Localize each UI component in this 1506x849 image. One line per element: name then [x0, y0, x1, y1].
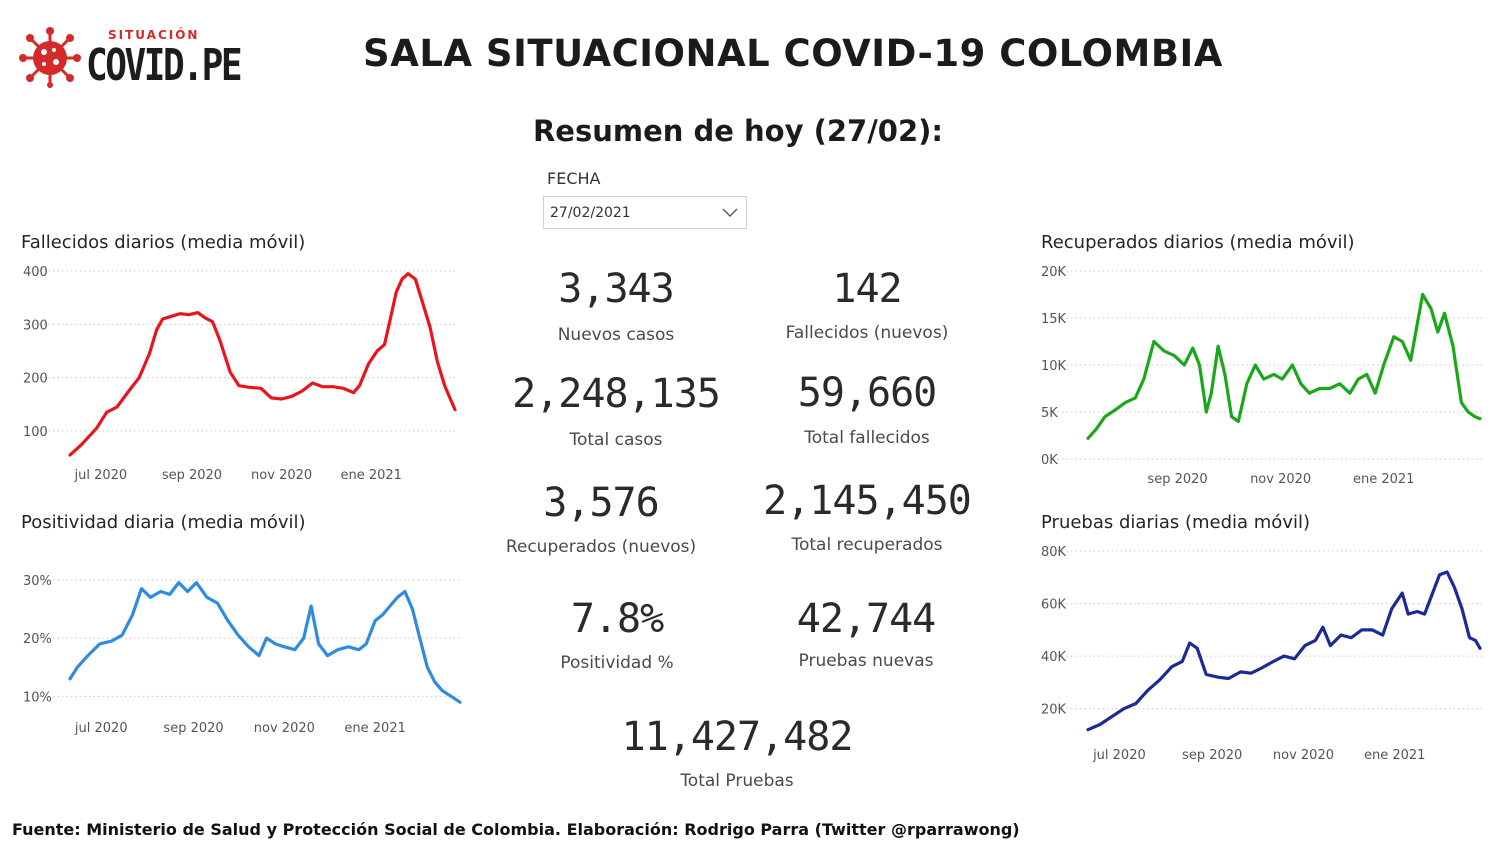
y-tick-label: 300 — [23, 318, 48, 333]
y-tick-label: 30% — [23, 574, 52, 589]
y-tick-label: 15K — [1041, 312, 1067, 327]
kpi-total-fallecidos-label: Total fallecidos — [804, 428, 930, 448]
x-tick-label: nov 2020 — [1273, 748, 1334, 763]
kpi-total-pruebas-value: 11,427,482 — [621, 714, 854, 760]
footer-source: Fuente: Ministerio de Salud y Protección… — [12, 820, 1020, 839]
x-tick-label: nov 2020 — [254, 721, 315, 736]
kpi-fallecidos-nuevos-label: Fallecidos (nuevos) — [785, 323, 949, 343]
logo-small-text: SITUACIÓN — [108, 28, 200, 42]
date-filter-value: 27/02/2021 — [550, 205, 631, 221]
kpi-pruebas-nuevas-value: 42,744 — [796, 596, 937, 642]
chart-title-recuperados: Recuperados diarios (media móvil) — [1041, 232, 1355, 253]
y-tick-label: 5K — [1041, 406, 1058, 421]
x-tick-label: ene 2021 — [1353, 472, 1414, 487]
x-tick-label: ene 2021 — [341, 468, 402, 483]
x-tick-label: jul 2020 — [74, 468, 128, 483]
y-tick-label: 10K — [1041, 359, 1067, 374]
x-tick-label: sep 2020 — [162, 468, 222, 483]
kpi-total-casos-label: Total casos — [569, 430, 663, 450]
x-tick-label: nov 2020 — [1250, 472, 1311, 487]
x-tick-label: jul 2020 — [1092, 748, 1146, 763]
series-line-fallecidos — [68, 272, 457, 457]
x-tick-label: nov 2020 — [251, 468, 312, 483]
series-line-pruebas — [1086, 570, 1482, 732]
chevron-down-icon — [722, 208, 738, 217]
kpi-nuevos-casos-label: Nuevos casos — [557, 325, 675, 345]
y-tick-label: 20K — [1041, 703, 1067, 718]
date-filter-label: FECHA — [547, 169, 601, 188]
chart-title-positividad: Positividad diaria (media móvil) — [21, 512, 306, 533]
brand-logo: SITUACIÓN COVID.PE — [18, 14, 248, 96]
y-tick-label: 10% — [23, 690, 52, 705]
chart-title-fallecidos: Fallecidos diarios (media móvil) — [21, 232, 306, 253]
kpi-recuperados-nuevos-value: 3,576 — [543, 480, 659, 526]
chart-fallecidos: 100 200 300 400 jul 2020 sep 2020 nov 2020 ene … — [23, 265, 457, 483]
y-tick-label: 40K — [1041, 650, 1067, 665]
kpi-positividad-value: 7.8% — [570, 596, 664, 642]
series-line-recuperados — [1086, 292, 1482, 440]
series-line-positividad — [68, 581, 462, 704]
summary-title: Resumen de hoy (27/02): — [532, 114, 944, 148]
logo-big-text: COVID.PE — [86, 40, 243, 91]
x-tick-label: sep 2020 — [1147, 472, 1207, 487]
kpi-recuperados-nuevos-label: Recuperados (nuevos) — [505, 537, 697, 557]
y-tick-label: 20% — [23, 632, 52, 647]
kpi-nuevos-casos-value: 3,343 — [558, 266, 674, 312]
date-filter-dropdown[interactable]: 27/02/2021 — [543, 196, 747, 229]
y-tick-label: 80K — [1041, 545, 1067, 560]
y-tick-label: 20K — [1041, 265, 1067, 280]
y-tick-label: 0K — [1041, 453, 1058, 468]
kpi-pruebas-nuevas-label: Pruebas nuevas — [798, 651, 934, 671]
x-tick-label: sep 2020 — [163, 721, 223, 736]
y-tick-label: 400 — [23, 265, 48, 280]
kpi-total-pruebas-label: Total Pruebas — [680, 771, 794, 791]
y-tick-label: 100 — [23, 425, 48, 440]
x-tick-label: ene 2021 — [1364, 748, 1425, 763]
kpi-total-recuperados-value: 2,145,450 — [763, 478, 972, 524]
y-tick-label: 200 — [23, 372, 48, 387]
x-tick-label: sep 2020 — [1182, 748, 1242, 763]
kpi-total-casos-value: 2,248,135 — [512, 371, 721, 417]
x-tick-label: jul 2020 — [74, 721, 128, 736]
page-title: SALA SITUACIONAL COVID-19 COLOMBIA — [363, 32, 1223, 75]
chart-recuperados: 0K 5K 10K 15K 20K sep 2020 nov 2020 ene 2021 — [1041, 265, 1482, 487]
kpi-fallecidos-nuevos-value: 142 — [832, 266, 902, 312]
chart-positividad: 10% 20% 30% jul 2020 sep 2020 nov 2020 ene 202… — [23, 574, 462, 736]
y-tick-label: 60K — [1041, 598, 1067, 613]
x-tick-label: ene 2021 — [344, 721, 405, 736]
kpi-total-fallecidos-value: 59,660 — [797, 370, 938, 416]
virus-icon — [19, 27, 81, 88]
kpi-positividad-label: Positividad % — [560, 653, 674, 673]
chart-title-pruebas: Pruebas diarias (media móvil) — [1041, 512, 1310, 533]
kpi-total-recuperados-label: Total recuperados — [791, 535, 943, 555]
chart-pruebas: 20K 40K 60K 80K jul 2020 sep 2020 nov 2020 ene … — [1041, 545, 1482, 763]
